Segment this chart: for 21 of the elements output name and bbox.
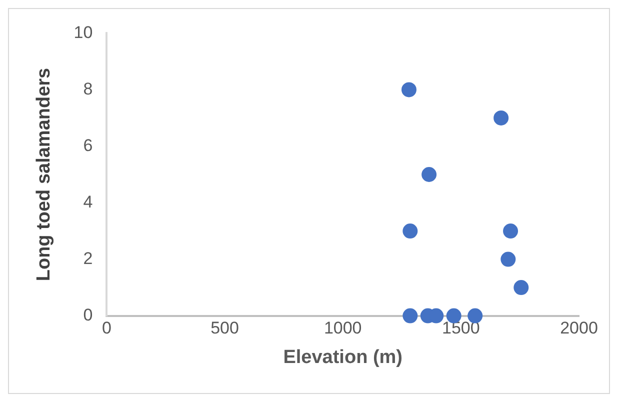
point [500, 252, 516, 267]
point [402, 224, 418, 239]
y-tick-label: 6 [83, 136, 93, 155]
point [402, 308, 418, 324]
x-tick-label: 1000 [324, 318, 362, 338]
point [494, 110, 509, 126]
x-tick-label: 2000 [560, 318, 598, 338]
y-tick-label: 8 [83, 79, 93, 98]
x-tick-label: 0 [102, 318, 112, 338]
y-tick-label: 0 [83, 305, 93, 324]
y-tick-label: 2 [83, 248, 93, 268]
y-tick-label: 10 [74, 22, 93, 42]
y-axis-title: Long toed salamanders [34, 68, 55, 282]
point [422, 167, 437, 182]
point [514, 280, 529, 296]
x-tick-label: 500 [210, 318, 239, 338]
x-axis-title: Elevation (m) [283, 346, 403, 368]
point [503, 224, 518, 239]
point [468, 308, 483, 324]
point [401, 82, 416, 98]
y-tick-label: 4 [83, 192, 93, 212]
